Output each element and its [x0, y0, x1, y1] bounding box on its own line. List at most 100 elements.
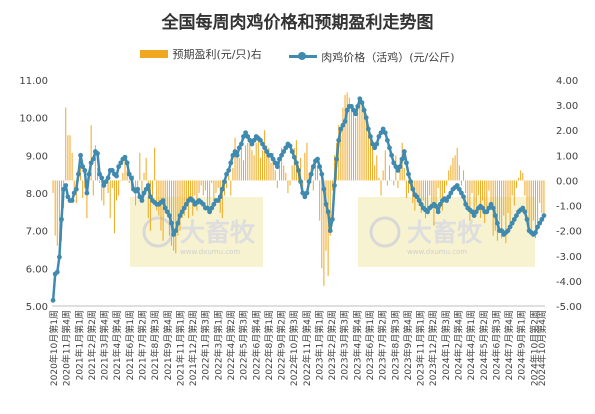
price-point — [298, 179, 304, 185]
legend-swatch-line — [289, 51, 318, 60]
legend: 预期盈利(元/只)右 肉鸡价格（活鸡）(元/公斤) — [0, 46, 595, 65]
profit-bar — [101, 180, 103, 201]
price-point — [459, 190, 464, 196]
y-left-tick-label: 7.00 — [26, 227, 48, 238]
profit-bar — [422, 180, 424, 201]
profit-bar — [147, 180, 149, 219]
price-point — [264, 149, 270, 154]
price-point — [380, 126, 386, 132]
price-point — [338, 126, 344, 132]
profit-bar — [437, 180, 439, 188]
x-tick-label: 2021年9月第4周 — [162, 310, 174, 380]
profit-bar — [304, 152, 306, 181]
price-point — [524, 216, 530, 222]
profit-bar — [285, 172, 287, 181]
watermark-url: www.dxumu.com — [407, 248, 467, 256]
profit-bar — [308, 172, 310, 181]
profit-bar — [359, 100, 361, 181]
price-point — [340, 122, 346, 128]
profit-bar — [122, 172, 124, 181]
profit-bar — [124, 160, 126, 181]
profit-bar — [342, 107, 344, 181]
profit-bar — [484, 180, 486, 224]
price-point — [395, 168, 401, 173]
price-point — [287, 143, 293, 149]
profit-bar — [56, 180, 58, 246]
price-point — [317, 164, 323, 170]
price-point — [228, 160, 234, 166]
profit-bar — [287, 180, 289, 193]
price-point — [249, 141, 255, 147]
profit-bar — [234, 137, 236, 181]
profit-bar — [420, 180, 422, 214]
profit-bar — [149, 180, 151, 231]
price-point — [363, 115, 369, 121]
x-tick-label-last: 2024年10月第4周 — [536, 310, 548, 386]
profit-bar — [158, 180, 160, 216]
y-left-tick-label: 10.00 — [19, 114, 48, 125]
profit-bar — [501, 180, 503, 239]
profit-bar — [388, 165, 390, 181]
price-point — [514, 213, 519, 219]
profit-bar — [249, 140, 251, 181]
profit-bar — [513, 180, 515, 206]
profit-bar — [431, 180, 433, 204]
price-point — [408, 179, 414, 185]
profit-bar — [111, 180, 113, 188]
price-point — [160, 198, 166, 203]
profit-bar — [515, 180, 517, 188]
profit-bar — [272, 152, 274, 181]
price-point — [80, 164, 86, 170]
price-point — [164, 209, 170, 215]
price-point — [143, 186, 149, 192]
profit-bar — [467, 180, 469, 209]
price-point — [425, 209, 430, 215]
profit-bar — [441, 180, 443, 211]
price-point — [71, 190, 77, 196]
x-tick-label: 2021年1月第1周 — [73, 310, 85, 380]
price-point — [76, 171, 81, 177]
profit-bar — [154, 147, 156, 181]
profit-bar — [479, 180, 481, 219]
price-point — [509, 220, 515, 226]
price-point — [304, 190, 310, 196]
price-point — [382, 130, 388, 136]
price-point — [101, 183, 107, 188]
profit-bar — [183, 180, 185, 216]
x-tick-label: 2022年6月第4周 — [250, 310, 262, 380]
price-point — [372, 145, 378, 151]
price-point — [175, 220, 181, 226]
price-point — [200, 201, 206, 207]
x-tick-label: 2020年11月第4周 — [61, 310, 73, 386]
profit-bar — [266, 145, 268, 181]
y-right-tick-label: 2.00 — [556, 126, 578, 137]
price-point — [97, 171, 103, 177]
profit-bar — [541, 180, 543, 214]
price-point — [300, 190, 306, 196]
profit-bar — [454, 155, 456, 181]
price-point — [374, 141, 380, 147]
profit-bar — [458, 165, 460, 181]
y-right-tick-label: -4.00 — [556, 277, 582, 288]
profit-bar — [196, 180, 198, 211]
x-tick-label: 2023年2月第2周 — [326, 310, 338, 380]
profit-bar — [236, 155, 238, 181]
x-tick-label: 2024年9月第1周 — [516, 310, 528, 380]
price-point — [207, 209, 213, 215]
price-point — [234, 152, 240, 158]
profit-bar — [86, 180, 88, 219]
profit-bar — [532, 180, 534, 221]
price-point — [222, 179, 227, 185]
profit-bar — [113, 180, 115, 234]
price-point — [389, 152, 394, 158]
price-point — [274, 164, 280, 170]
x-tick-label: 2024年7月第4周 — [503, 310, 515, 380]
profit-bar — [386, 180, 388, 186]
y-right-tick-label: -1.00 — [556, 202, 582, 213]
profit-bar — [418, 180, 420, 206]
profit-bar — [109, 180, 111, 219]
price-point — [65, 194, 71, 200]
price-point — [262, 145, 268, 151]
